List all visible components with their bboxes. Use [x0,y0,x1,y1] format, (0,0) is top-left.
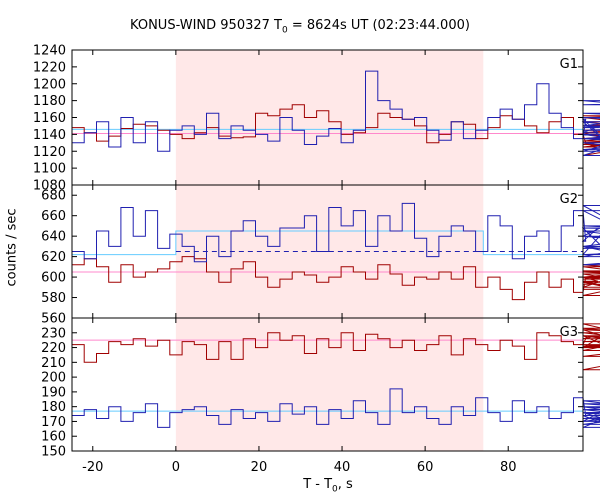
y-tick-label: 210 [41,356,66,371]
series-b-line [72,388,600,428]
y-tick-label: 160 [41,430,66,445]
series-a-line [72,323,600,371]
shaded-interval [175,50,484,451]
y-tick-label: 230 [41,326,66,341]
chart-title-prefix: KONUS-WIND 950327 T [130,18,282,33]
chart-title-suffix: = 8624s UT (02:23:44.000) [287,18,470,33]
y-tick-label: 190 [41,385,66,400]
chart-title: KONUS-WIND 950327 T0 = 8624s UT (02:23:4… [0,18,600,36]
y-tick-label: 620 [41,250,66,265]
mean-line-b [72,230,583,256]
y-tick-label: 1080 [33,179,66,194]
y-tick-label: 1240 [33,44,66,59]
x-axis-label: T - T0, s [0,477,600,495]
x-tick-label: 0 [172,460,180,475]
y-axis-label: counts / sec [4,208,20,287]
y-tick-label: 1200 [33,77,66,92]
chart-title-sub: 0 [282,25,288,36]
y-tick-label: 1220 [33,60,66,75]
y-tick-label: 220 [41,341,66,356]
x-axis-label-prefix: T - T [303,477,333,492]
y-tick-label: 640 [41,230,66,245]
x-tick-label: 40 [334,460,351,475]
y-tick-label: 580 [41,291,66,306]
y-tick-label: 1160 [33,111,66,126]
y-tick-label: 560 [41,312,66,327]
y-tick-label: 200 [41,371,66,386]
x-tick-label: 60 [417,460,434,475]
x-axis-label-suffix: , s [337,477,353,492]
panel-label: G2 [560,192,578,207]
y-tick-label: 1180 [33,94,66,109]
y-tick-label: 660 [41,209,66,224]
y-tick-label: 170 [41,415,66,430]
panel-label: G1 [560,57,578,72]
y-tick-label: 680 [41,189,66,204]
y-tick-label: 1120 [33,145,66,160]
series-b-line [72,202,600,266]
y-tick-label: 180 [41,400,66,415]
series-a-line [72,256,600,301]
x-tick-label: -20 [82,460,103,475]
y-tick-label: 600 [41,271,66,286]
panel-frame [71,317,584,452]
panel-label: G3 [560,325,578,340]
x-tick-label: 20 [251,460,268,475]
y-tick-label: 150 [41,445,66,460]
y-tick-label: 1100 [33,162,66,177]
series-b-line [72,70,600,156]
y-tick-label: 1140 [33,128,66,143]
x-tick-label: 80 [500,460,517,475]
x-axis-label-sub: 0 [332,484,338,495]
